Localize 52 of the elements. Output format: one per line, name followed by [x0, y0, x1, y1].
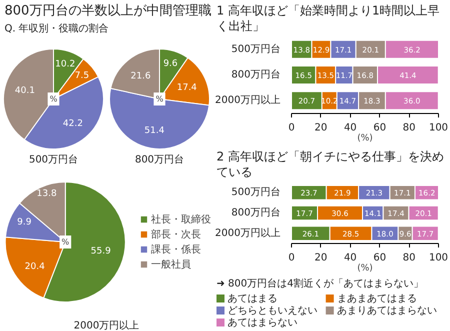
data-label: 10.2	[55, 59, 76, 70]
x-tick-label: 0	[288, 122, 295, 134]
chart-title: 800万円台の半数以上が中間管理職	[4, 4, 212, 18]
x-tick-label: 60	[373, 252, 386, 264]
legend-label: 社長・取締役	[151, 213, 211, 226]
chart-title: 1 高年収ほど「始業時間より1時間以上早く出社」	[216, 4, 440, 34]
x-tick-label: 80	[402, 252, 416, 264]
text: 800万円台	[134, 154, 184, 166]
data-label: 17.4	[176, 82, 198, 93]
data-label: 21.6	[130, 71, 151, 82]
x-tick-label: 60	[373, 122, 386, 134]
x-tick-label: 20	[314, 252, 328, 264]
text: 500万円台	[28, 154, 78, 166]
x-tick-label: 40	[344, 122, 357, 134]
legend-label: あまりあてはまらない	[336, 306, 437, 316]
chart-subtitle: Q. 年収別・役職の割合	[4, 22, 109, 34]
y-tick-label: 2000万円以上	[215, 226, 281, 239]
text: %	[62, 238, 70, 246]
text: %	[50, 94, 58, 104]
y-tick-label: 500万円台	[231, 42, 281, 55]
y-tick-label: 800万円台	[231, 68, 281, 80]
legend-label: 課長・係長	[151, 243, 201, 256]
data-label: 40.1	[14, 86, 35, 96]
x-axis-title: (%)	[357, 264, 373, 274]
data-label: 20.4	[24, 262, 46, 272]
data-label: 13.8	[36, 189, 57, 200]
legend-label: 一般社員	[151, 258, 191, 271]
x-tick-label: 20	[314, 122, 328, 134]
data-label: 42.2	[62, 119, 83, 130]
y-tick-label: 500万円台	[231, 186, 281, 198]
legend-label: どちらともいえない	[228, 306, 318, 316]
y-tick-label: 800万円台	[231, 206, 281, 218]
data-label: 9.6	[163, 59, 178, 70]
data-label: 7.5	[74, 71, 90, 82]
data-label: 51.4	[144, 126, 165, 136]
legend-label: まあまあてはまる	[336, 294, 417, 304]
legend-label: あてはまらない	[228, 318, 298, 328]
text: ➜ 800万円台は4割近くが「あてはまらない」	[216, 278, 424, 290]
x-tick-label: 100	[428, 252, 448, 264]
text: 2000万円以上	[74, 320, 140, 331]
data-label: 9.9	[17, 218, 32, 228]
x-tick-label: 40	[344, 252, 357, 264]
y-tick-label: 2000万円以上	[215, 94, 281, 106]
x-tick-label: 80	[402, 122, 416, 134]
chart-title: 2 高年収ほど「朝イチにやる仕事」を決めている	[216, 150, 444, 180]
data-label: 55.9	[90, 246, 112, 257]
x-axis-title: (%)	[357, 134, 373, 144]
x-tick-label: 100	[428, 122, 448, 134]
x-tick-label: 0	[288, 252, 295, 264]
text: %	[156, 94, 164, 104]
legend-label: 部長・次長	[151, 228, 201, 241]
legend-label: あてはまる	[228, 294, 278, 304]
